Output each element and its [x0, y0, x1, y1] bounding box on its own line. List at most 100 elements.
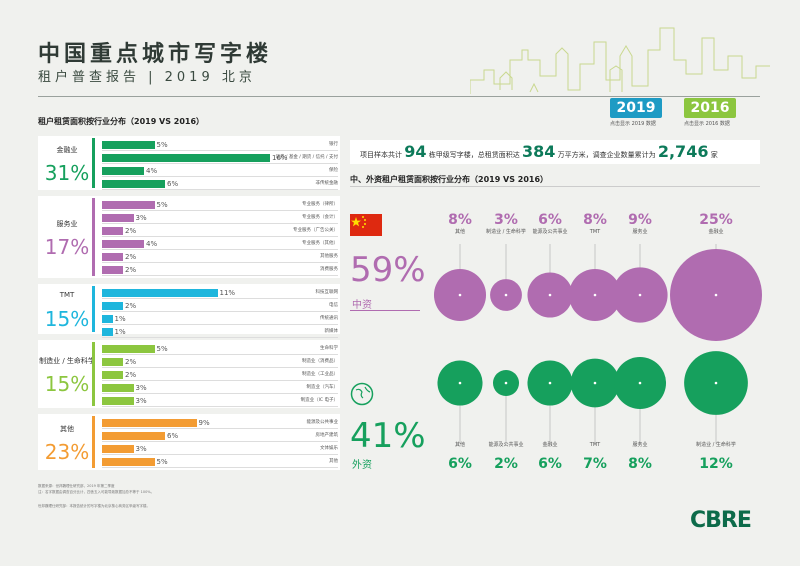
industry-value: 5% — [156, 141, 168, 149]
row-divider — [102, 406, 338, 407]
industry-name: 其他服务 — [320, 254, 338, 259]
industry-name: 专业服务（广告公关） — [293, 228, 338, 233]
industry-bar — [102, 302, 123, 310]
note-scope: 世邦魏理仕研究部：本报告统计的写字楼为北京核心商务区甲级写字楼。 — [38, 504, 150, 508]
foreign-bubble-value: 6% — [538, 456, 562, 472]
group-name: TMT — [59, 291, 75, 299]
industry-bar — [102, 328, 113, 336]
industry-name: 传统通讯 — [320, 316, 338, 321]
group-pct: 15% — [44, 372, 90, 396]
industry-name: 生命科学 — [320, 346, 338, 351]
industry-value: 6% — [167, 180, 179, 188]
foreign-bubble-label: 能源及公共事业 — [488, 442, 524, 448]
industry-bar — [102, 289, 218, 297]
row-divider — [102, 324, 338, 325]
foreign-bubble-value: 12% — [699, 456, 733, 472]
industry-name: 制造业（IC 电子） — [300, 398, 338, 403]
domestic-pct: 59% — [350, 250, 426, 290]
page-subtitle: 租户普查报告 | 2019 北京 — [38, 70, 256, 85]
group-accent — [92, 342, 95, 406]
bubble-center-dot — [593, 293, 597, 297]
industry-value: 1% — [114, 315, 126, 323]
bubble-center-dot — [638, 381, 642, 385]
industry-bar — [102, 419, 197, 427]
header-divider — [38, 96, 760, 97]
group-accent — [92, 286, 95, 332]
row-divider — [102, 176, 338, 177]
industry-group: TMT 15% 11% 科技互联网 2% 电信 1% 传统通讯 1% 新媒体 — [38, 284, 340, 338]
industry-name: 保险 — [329, 168, 338, 173]
row-divider — [102, 275, 338, 276]
industry-value: 11% — [219, 289, 236, 297]
domestic-label: 中资 — [352, 300, 372, 311]
industry-bar — [102, 180, 165, 188]
summary-mid1: 栋甲级写字楼，总租赁面积达 — [428, 151, 520, 159]
industry-name: 银行 — [329, 142, 338, 147]
row-divider — [102, 249, 338, 250]
foreign-label: 外资 — [352, 460, 372, 471]
domestic-bubble-value: 8% — [583, 212, 607, 228]
row-divider — [102, 354, 338, 355]
cbre-logo: CBRE — [690, 508, 752, 533]
foreign-bubble-label: 其他 — [454, 442, 465, 448]
row-divider — [102, 262, 338, 263]
foreign-bubble-label: 制造业 / 生命科学 — [696, 442, 736, 448]
group-pct: 17% — [44, 235, 90, 259]
globe-icon — [350, 382, 374, 406]
row-divider — [102, 298, 338, 299]
row-divider — [102, 223, 338, 224]
industry-value: 1% — [114, 328, 126, 336]
industry-value: 5% — [156, 458, 168, 466]
bubble-center-dot — [548, 293, 552, 297]
row-divider — [102, 393, 338, 394]
year-2019-label: 2019 — [610, 98, 662, 118]
domestic-bubble-label: 服务业 — [632, 229, 648, 235]
industry-bar — [102, 397, 134, 405]
year-2016-button[interactable]: 2016 点击显示 2016 数据 — [684, 98, 736, 127]
industry-group: 其他 23% 9% 能源及公共事业 6% 房地产建筑 3% 文体娱乐 5% 其他 — [38, 414, 340, 470]
foreign-pct: 41% — [350, 416, 426, 456]
domestic-bubble-label: 其他 — [454, 229, 465, 235]
group-pct: 31% — [44, 161, 90, 185]
group-accent — [92, 138, 95, 188]
industry-name: 房地产建筑 — [315, 433, 339, 438]
industry-bar — [102, 167, 144, 175]
industry-name: 制造业（工业品） — [302, 372, 338, 377]
summary-companies: 2,746 — [657, 142, 709, 161]
industry-value: 16% — [272, 154, 288, 162]
industry-name: 制造业（汽车） — [306, 385, 339, 390]
bubble-center-dot — [714, 381, 718, 385]
page-title: 中国重点城市写字楼 — [38, 42, 273, 67]
summary-suffix: 家 — [710, 151, 718, 159]
bubble-center-dot — [504, 293, 508, 297]
domestic-bubble-label: 金融业 — [708, 229, 724, 235]
year-2016-label: 2016 — [684, 98, 736, 118]
note-source: 数据来源：世邦魏理仕研究部，2019 年第二季度 — [38, 484, 115, 488]
right-section-title: 中、外资租户租赁面积按行业分布（2019 VS 2016） — [350, 175, 549, 184]
row-divider — [102, 380, 338, 381]
bubble-center-dot — [458, 293, 462, 297]
row-divider — [102, 189, 338, 190]
industry-bar — [102, 227, 123, 235]
foreign-bubble-value: 7% — [583, 456, 607, 472]
industry-name: 电信 — [329, 303, 338, 308]
china-flag-icon — [350, 214, 382, 236]
left-section-title: 租户租赁面积按行业分布（2019 VS 2016） — [38, 117, 205, 126]
row-divider — [102, 441, 338, 442]
domestic-bubble-label: 能源及公共事业 — [532, 229, 568, 235]
industry-bar — [102, 371, 123, 379]
industry-bar — [102, 240, 144, 248]
foreign-bubble-label: TMT — [589, 442, 601, 448]
industry-value: 5% — [156, 201, 168, 209]
summary-buildings: 94 — [404, 142, 427, 161]
industry-name: 专业服务（律所） — [302, 202, 338, 207]
industry-bar — [102, 358, 123, 366]
industry-value: 4% — [146, 240, 158, 248]
industry-bar — [102, 384, 134, 392]
industry-value: 2% — [125, 302, 137, 310]
year-2019-button[interactable]: 2019 点击显示 2019 数据 — [610, 98, 662, 127]
industry-name: 消费服务 — [320, 267, 338, 272]
domestic-bubble-label: 制造业 / 生命科学 — [486, 229, 526, 235]
industry-bar — [102, 253, 123, 261]
bubble-center-dot — [593, 381, 597, 385]
